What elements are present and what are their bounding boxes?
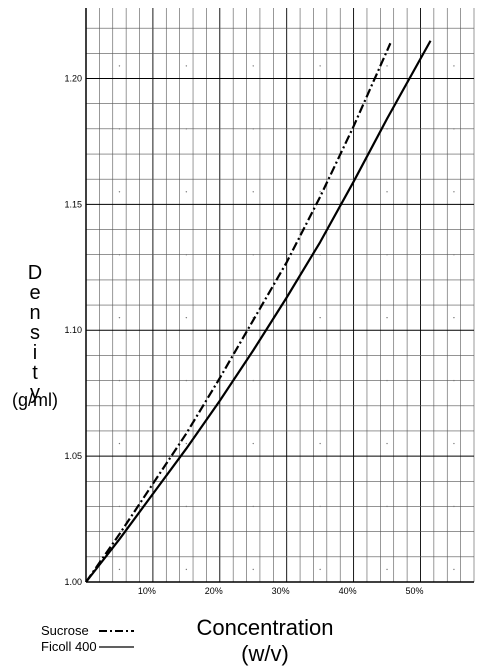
x-axis-label: Concentration	[196, 615, 334, 640]
grid-dot	[319, 191, 321, 193]
grid-dot	[118, 128, 121, 130]
x-tick-label: 20%	[205, 586, 223, 596]
grid-dot	[453, 379, 455, 382]
y-axis-label-letter: i	[32, 342, 38, 364]
x-tick-label: 40%	[339, 586, 357, 596]
grid-dot	[319, 316, 321, 319]
y-axis-label-letter: D	[27, 262, 43, 284]
grid-dot	[453, 568, 455, 571]
series-ficoll-line	[85, 40, 432, 583]
grid-dot	[252, 505, 254, 508]
y-axis-label-letter: y	[30, 382, 40, 404]
grid-dot	[386, 254, 388, 256]
y-axis-label-letter: s	[30, 322, 40, 344]
x-tick-label: 10%	[138, 586, 156, 596]
grid-dot	[453, 505, 455, 508]
grid-dot	[185, 191, 188, 193]
x-axis-unit: (w/v)	[241, 641, 289, 666]
x-tick-label: 30%	[272, 586, 290, 596]
grid-dot	[386, 65, 388, 67]
y-axis-label-letter: t	[32, 362, 38, 384]
grid-dot	[453, 128, 455, 130]
grid-dot	[185, 379, 188, 382]
grid-dot	[319, 128, 321, 130]
grid-dot	[185, 442, 188, 445]
grid-dot	[118, 65, 121, 67]
grid-dot	[319, 65, 321, 67]
grid-dot	[386, 379, 388, 382]
grid-dot	[118, 191, 121, 193]
grid-dot	[252, 442, 254, 445]
grid-dot	[118, 568, 121, 571]
grid-dot	[118, 254, 121, 256]
grid-dot	[118, 379, 121, 382]
grid-dot	[453, 442, 455, 445]
grid-dot	[118, 442, 121, 445]
grid-dot	[118, 505, 121, 508]
x-tick-label: 50%	[405, 586, 423, 596]
grid-dot	[386, 316, 388, 319]
grid-dot	[252, 128, 254, 130]
y-axis-label-letter: e	[29, 282, 41, 304]
tick-labels: 1.00 1.05 1.10 1.15 1.20 10% 20% 30% 40% 50%	[64, 73, 423, 596]
grid-dot	[118, 316, 121, 319]
grid-dot	[453, 316, 455, 319]
grid-dot	[185, 568, 188, 571]
y-tick-label: 1.05	[64, 451, 82, 461]
y-tick-label: 1.15	[64, 199, 82, 209]
legend-label-sucrose: Sucrose	[41, 623, 89, 638]
grid-dot	[185, 254, 188, 256]
grid-dot	[252, 65, 254, 67]
legend-label-ficoll: Ficoll 400	[41, 639, 97, 654]
grid-dot	[319, 568, 321, 571]
y-axis-unit: (g/ml)	[12, 390, 58, 410]
grid-dot	[319, 254, 321, 256]
series-lines	[85, 40, 432, 583]
grid-dot	[252, 254, 254, 256]
legend	[99, 630, 134, 648]
grid-dot	[386, 191, 388, 193]
grid-dot	[453, 254, 455, 256]
grid-dot	[453, 65, 455, 67]
grid-dot	[319, 505, 321, 508]
grid-dot	[453, 191, 455, 193]
y-tick-label: 1.00	[64, 577, 82, 587]
grid-dot	[185, 505, 188, 508]
grid-dot	[386, 568, 388, 571]
grid-dot	[319, 379, 321, 382]
grid	[85, 8, 475, 583]
grid-dot	[252, 191, 254, 193]
grid-dot	[386, 505, 388, 508]
y-axis-label-letter: n	[29, 302, 41, 324]
grid-dot	[386, 128, 388, 130]
grid-dot	[252, 379, 254, 382]
grid-dot	[386, 442, 388, 445]
series-sucrose-line	[85, 42, 392, 583]
grid-dot	[319, 442, 321, 445]
grid-dot	[185, 65, 188, 67]
y-tick-label: 1.10	[64, 325, 82, 335]
grid-dot	[185, 316, 188, 319]
y-tick-label: 1.20	[64, 73, 82, 83]
grid-dot	[252, 568, 254, 571]
grid-dot	[185, 128, 188, 130]
